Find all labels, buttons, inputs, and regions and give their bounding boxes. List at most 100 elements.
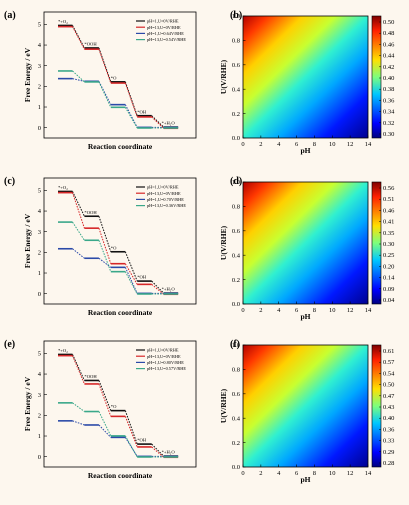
y-tick-label: 0: [38, 291, 41, 298]
transition-line: [151, 443, 164, 457]
colorbar-tick-label: 0.54: [383, 370, 395, 377]
x-tick-label: 12: [347, 307, 354, 314]
y-tick-label: 0.2: [232, 440, 240, 447]
y-tick-label: 5: [38, 188, 41, 195]
colorbar-tick-label: 0.47: [383, 393, 395, 400]
plot-frame: [43, 177, 197, 305]
transition-line: [98, 228, 112, 264]
y-tick-label: 0.0: [232, 464, 240, 471]
y-tick-label: 4: [38, 42, 42, 49]
x-tick-label: 4: [277, 470, 281, 477]
transition-line: [98, 424, 112, 438]
colorbar-tick-label: 0.25: [383, 252, 394, 259]
step-label: *+H₂O: [162, 450, 176, 455]
panel-letter: (a): [4, 10, 16, 21]
transition-line: [72, 355, 85, 385]
step-label: *+O₂: [58, 348, 68, 353]
plot-frame: [43, 340, 197, 468]
x-tick-label: 10: [329, 141, 336, 148]
x-tick-label: 4: [277, 141, 281, 148]
legend-label: pH=13,U=0.54V/RHE: [147, 37, 186, 43]
colorbar-tick-label: 0.36: [383, 426, 395, 433]
colorbar-tick-label: 0.50: [383, 382, 394, 389]
y-tick-label: 2: [38, 84, 41, 91]
transition-line: [72, 248, 85, 259]
heatmap-field: [243, 16, 368, 138]
y-tick-label: 0.4: [232, 86, 241, 93]
colorbar-tick-label: 0.46: [383, 207, 395, 214]
y-axis-title: U(V/RHE): [219, 225, 228, 260]
transition-line: [72, 402, 85, 412]
transition-line: [124, 410, 138, 445]
colorbar-tick-label: 0.36: [383, 97, 395, 104]
y-axis-title: Free Energy / eV: [23, 47, 32, 102]
transition-line: [72, 191, 85, 217]
transition-line: [72, 420, 85, 426]
x-tick-label: 10: [329, 470, 336, 477]
colorbar: [371, 15, 382, 139]
x-tick-label: 2: [259, 470, 262, 477]
colorbar-tick-label: 0.32: [383, 120, 394, 127]
legend-label: pH=1,U=0V/RHE: [147, 19, 179, 25]
colorbar-tick-label: 0.41: [383, 219, 394, 226]
y-tick-label: 1: [38, 433, 41, 440]
heatmap-frame: [242, 344, 369, 468]
y-tick-label: 3: [38, 229, 41, 236]
y-tick-label: 0.4: [232, 415, 241, 422]
y-tick-label: 0.6: [232, 391, 241, 398]
transition-line: [98, 216, 112, 252]
x-axis-title: pH: [300, 475, 310, 484]
y-tick-label: 2: [38, 413, 41, 420]
step-label: *OOH: [84, 210, 97, 215]
x-tick-label: 0: [241, 307, 244, 314]
legend-label: pH=1,U=0.70V/RHE: [147, 197, 184, 203]
x-axis-title: pH: [300, 312, 310, 321]
step-label: *+O₂: [58, 19, 68, 24]
x-tick-label: 6: [295, 307, 299, 314]
transition-line: [72, 192, 85, 229]
transition-line: [98, 380, 112, 411]
heatmap-field: [243, 182, 368, 304]
colorbar-tick-label: 0.30: [383, 131, 394, 138]
x-tick-label: 6: [295, 470, 299, 477]
y-tick-label: 1: [38, 104, 41, 111]
y-tick-label: 0.2: [232, 277, 240, 284]
colorbar: [371, 181, 382, 305]
transition-line: [72, 354, 85, 381]
x-axis-title: Reaction coordinate: [88, 471, 153, 480]
y-tick-label: 1: [38, 270, 41, 277]
transition-line: [98, 48, 112, 84]
heatmap-frame: [242, 181, 369, 305]
colorbar-tick-label: 0.28: [383, 460, 394, 467]
legend-label: pH=13,U=0.36V/RHE: [147, 203, 186, 209]
y-axis-title: U(V/RHE): [219, 59, 228, 94]
x-tick-label: 2: [259, 141, 262, 148]
transition-line: [72, 221, 85, 241]
transition-line: [72, 26, 85, 50]
y-tick-label: 4: [38, 371, 42, 378]
colorbar-tick-label: 0.38: [383, 86, 394, 93]
y-tick-label: 0: [38, 125, 41, 132]
x-tick-label: 14: [365, 470, 372, 477]
plot-frame: [43, 11, 197, 139]
colorbar-tick-label: 0.61: [383, 348, 394, 355]
y-tick-label: 3: [38, 63, 41, 70]
step-label: *+H₂O: [162, 121, 176, 126]
y-tick-label: 0.8: [232, 204, 240, 211]
colorbar-tick-label: 0.04: [383, 297, 395, 304]
colorbar-tick-label: 0.43: [383, 404, 394, 411]
legend-label: pH=13,U=0V/RHE: [147, 354, 181, 360]
panel-letter: (f): [230, 339, 240, 350]
transition-line: [151, 280, 164, 294]
step-label: *+H₂O: [162, 287, 176, 292]
legend-label: pH=1,U=0.64V/RHE: [147, 31, 184, 37]
y-tick-label: 0.6: [232, 62, 241, 69]
transition-line: [124, 416, 138, 448]
x-tick-label: 0: [241, 141, 244, 148]
legend-label: pH=13,U=0V/RHE: [147, 25, 181, 31]
y-tick-label: 1.0: [232, 342, 240, 349]
y-tick-label: 0.8: [232, 367, 240, 374]
y-tick-label: 0.0: [232, 301, 240, 308]
colorbar-tick-label: 0.51: [383, 196, 394, 203]
transition-line: [98, 383, 112, 417]
